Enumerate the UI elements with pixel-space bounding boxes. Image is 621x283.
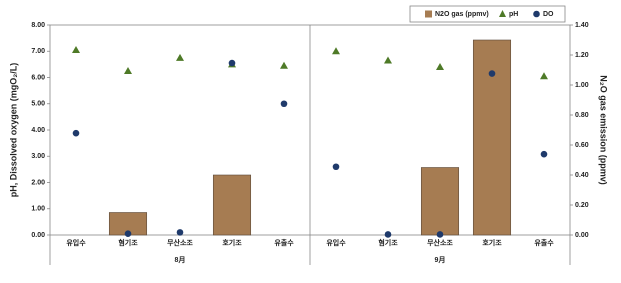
y2-tick-label: 0.00 — [575, 232, 589, 239]
group-label: 9月 — [435, 256, 446, 264]
bar — [472, 39, 512, 236]
y-tick-label: 7.00 — [31, 48, 45, 55]
x-tick-label: 혐기조 — [118, 238, 138, 247]
legend-swatch — [499, 10, 506, 17]
ph-marker — [540, 72, 548, 80]
y-tick-label: 1.00 — [31, 206, 45, 213]
y-tick-label: 6.00 — [31, 74, 45, 81]
y-tick-label: 5.00 — [31, 101, 45, 108]
bar — [212, 174, 252, 236]
do-marker — [384, 231, 392, 238]
group-label: 8月 — [175, 256, 186, 264]
y2-tick-label: 0.60 — [575, 142, 589, 149]
x-tick-label: 혐기조 — [378, 238, 398, 247]
ph-marker — [436, 63, 444, 70]
ph-marker — [176, 53, 184, 61]
legend-box — [409, 5, 566, 23]
y-tick-label: 2.00 — [31, 179, 45, 186]
y-tick-label: 3.00 — [31, 153, 45, 160]
y2-tick-label: 0.80 — [575, 112, 589, 119]
bar — [420, 167, 460, 236]
do-marker — [228, 59, 236, 67]
y2-tick-label: 0.20 — [575, 202, 589, 209]
x-tick-label: 유출수 — [274, 238, 294, 247]
y2-tick-label: 1.20 — [575, 52, 589, 59]
ph-marker — [280, 61, 288, 69]
do-marker — [488, 70, 496, 77]
y2-tick-label: 1.00 — [575, 82, 589, 89]
ph-marker — [124, 66, 132, 74]
ph-marker — [72, 45, 80, 53]
legend-label: N2O gas (ppmv) — [435, 11, 489, 18]
y-tick-label: 4.00 — [31, 127, 45, 134]
y2-tick-label: 0.40 — [575, 172, 589, 179]
x-tick-label: 호기조 — [482, 238, 502, 247]
x-tick-label: 유출수 — [534, 238, 554, 247]
do-marker — [72, 129, 80, 137]
do-marker — [124, 230, 132, 237]
y-axis-label: pH, Dissolved oxygen (mgO₂/L) — [8, 63, 18, 198]
legend-label: pH — [509, 11, 518, 18]
ph-marker — [384, 56, 392, 64]
x-tick-label: 무산소조 — [427, 238, 453, 247]
y2-axis-label: N₂O gas emission (ppmv) — [599, 75, 609, 185]
x-tick-label: 유입수 — [326, 238, 346, 247]
y-tick-label: 8.00 — [31, 22, 45, 29]
do-marker — [436, 231, 444, 238]
do-marker — [540, 150, 548, 158]
do-marker — [280, 100, 288, 108]
x-tick-label: 무산소조 — [167, 238, 193, 247]
legend-swatch — [425, 10, 432, 18]
x-tick-label: 유입수 — [66, 238, 86, 247]
y-tick-label: 0.00 — [31, 232, 45, 239]
ph-marker — [332, 47, 340, 55]
y2-tick-label: 1.40 — [575, 22, 589, 29]
legend-label: DO — [543, 11, 554, 18]
do-marker — [332, 163, 340, 171]
x-tick-label: 호기조 — [222, 238, 242, 247]
legend-swatch — [533, 10, 540, 18]
do-marker — [176, 229, 184, 236]
